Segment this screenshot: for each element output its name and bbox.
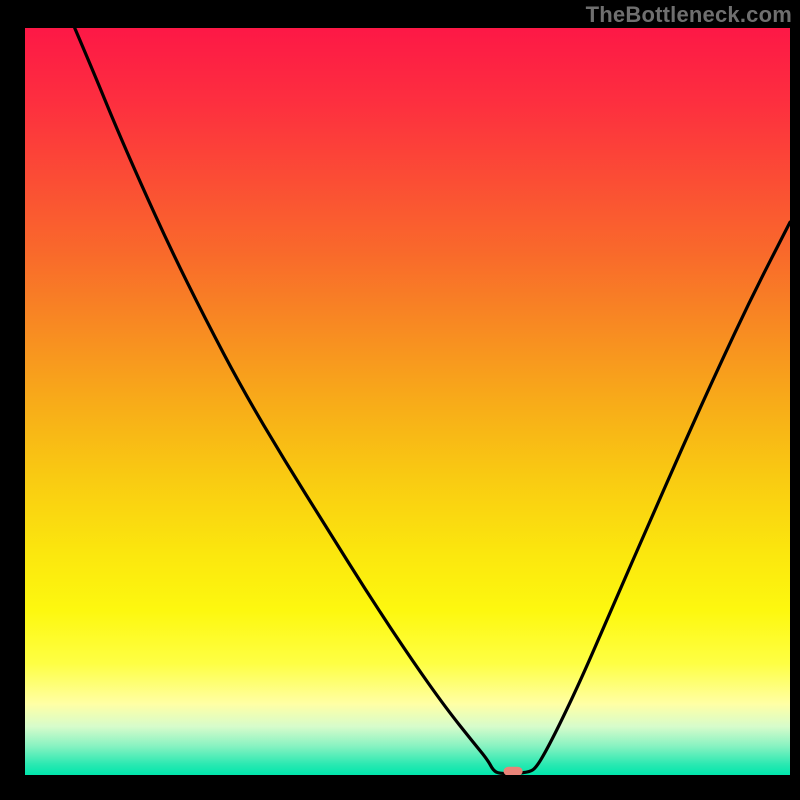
plot-area: [25, 28, 790, 775]
chart-svg: [25, 28, 790, 775]
gradient-background: [25, 28, 790, 775]
target-marker: [504, 767, 523, 775]
watermark-label: TheBottleneck.com: [586, 2, 792, 28]
